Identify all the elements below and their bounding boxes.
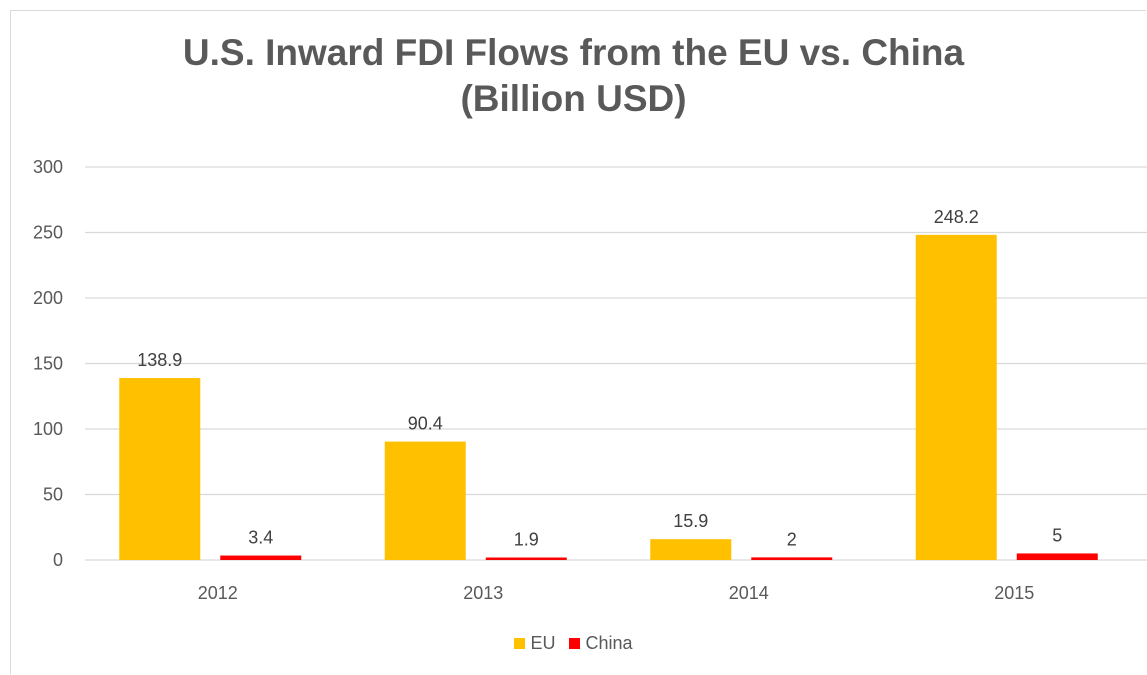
bar-eu-2015 [916,235,997,560]
data-label-eu-2014: 15.9 [673,511,708,531]
x-tick-label-2013: 2013 [463,583,503,603]
data-label-china-2013: 1.9 [514,530,539,550]
data-label-eu-2015: 248.2 [934,207,979,227]
bars [119,235,1098,560]
x-tick-label-2012: 2012 [198,583,238,603]
bar-china-2013 [486,558,567,560]
legend-label-eu: EU [530,633,555,654]
data-label-china-2015: 5 [1052,525,1062,545]
bar-china-2014 [751,557,832,560]
data-label-eu-2013: 90.4 [408,414,443,434]
data-label-china-2014: 2 [787,529,797,549]
legend-item-eu: EU [514,633,555,654]
y-tick-label: 150 [33,354,63,374]
y-tick-label: 200 [33,288,63,308]
legend-swatch-eu [514,638,525,649]
x-tick-label-2015: 2015 [994,583,1034,603]
bar-eu-2013 [385,442,466,560]
legend-label-china: China [585,633,632,654]
bar-eu-2012 [119,378,200,560]
y-tick-label: 0 [53,550,63,570]
bar-eu-2014 [650,539,731,560]
legend-swatch-china [569,638,580,649]
y-tick-label: 250 [33,223,63,243]
data-label-china-2012: 3.4 [248,528,273,548]
x-tick-label-2014: 2014 [729,583,769,603]
legend: EU China [0,633,1147,654]
legend-item-china: China [569,633,632,654]
bar-china-2015 [1017,553,1098,560]
bar-china-2012 [220,556,301,560]
data-label-eu-2012: 138.9 [137,350,182,370]
y-tick-label: 100 [33,419,63,439]
y-axis-tick-labels: 0 50 100 150 200 250 300 [33,157,63,570]
x-axis-tick-labels: 2012 2013 2014 2015 [198,583,1035,603]
y-tick-label: 300 [33,157,63,177]
y-tick-label: 50 [43,485,63,505]
